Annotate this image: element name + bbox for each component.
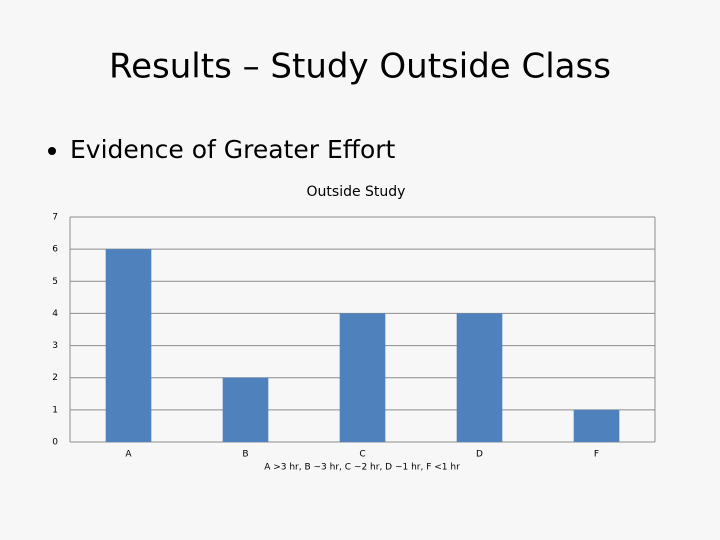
x-tick-label: A <box>125 450 132 460</box>
x-tick-label: C <box>359 450 365 460</box>
y-tick-label: 0 <box>52 438 58 448</box>
chart-title: Outside Study <box>307 184 406 200</box>
bar <box>222 377 269 442</box>
slide-title: Results – Study Outside Class <box>109 47 611 87</box>
y-tick-label: 2 <box>52 373 58 383</box>
x-tick-label: F <box>594 450 599 460</box>
x-axis-label: A >3 hr, B ~3 hr, C ~2 hr, D ~1 hr, F <1… <box>264 463 460 473</box>
y-tick-label: 3 <box>52 341 58 351</box>
y-tick-label: 7 <box>52 213 58 223</box>
y-tick-label: 1 <box>52 405 58 415</box>
y-tick-label: 4 <box>52 309 58 319</box>
y-tick-label: 5 <box>52 277 58 287</box>
x-tick-label: D <box>476 450 483 460</box>
x-tick-label: B <box>242 450 248 460</box>
bar <box>105 249 152 442</box>
bullet-dot <box>48 147 56 155</box>
bar <box>573 409 620 442</box>
bar <box>456 313 503 442</box>
bullet-text: Evidence of Greater Effort <box>70 135 396 164</box>
bar <box>339 313 386 442</box>
y-tick-label: 6 <box>52 245 58 255</box>
